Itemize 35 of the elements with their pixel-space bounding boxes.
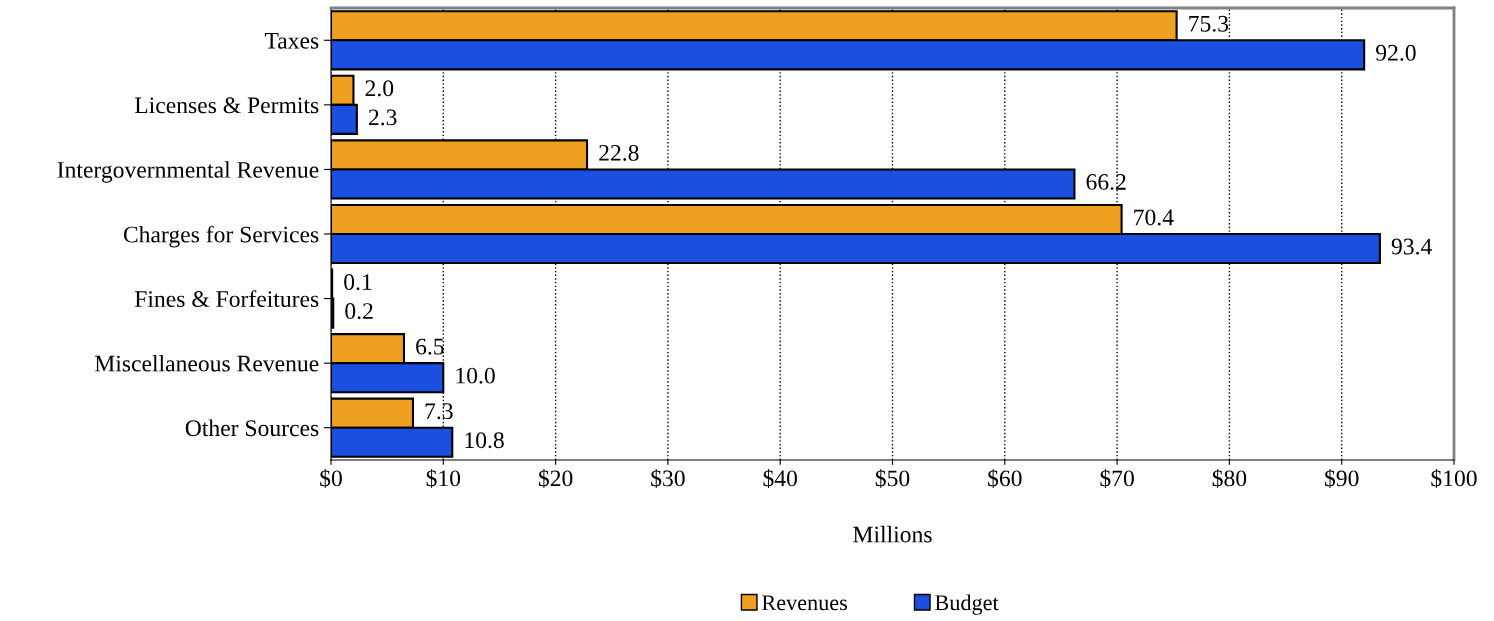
x-tick-label: $40 xyxy=(763,469,798,488)
data-label: 70.4 xyxy=(1134,209,1174,226)
x-axis-title: Millions xyxy=(853,525,932,543)
y-tick-label: Miscellaneous Revenue xyxy=(94,354,319,372)
y-tick-label: Intergovernmental Revenue xyxy=(57,161,319,183)
data-label: 66.2 xyxy=(1086,174,1126,190)
x-tick-label: $70 xyxy=(1100,469,1134,488)
data-label: 22.8 xyxy=(599,144,639,161)
legend-label: Revenues xyxy=(762,595,847,611)
data-label: 75.3 xyxy=(1189,15,1229,32)
data-label: 10.8 xyxy=(465,432,504,449)
y-tick-label: Charges for Services xyxy=(123,225,319,248)
y-tick-label: Licenses & Permits xyxy=(134,97,319,114)
x-tick-label: $80 xyxy=(1212,469,1247,488)
x-tick-label: $50 xyxy=(875,469,910,488)
x-tick-label: $100 xyxy=(1431,469,1477,488)
data-label: 0.1 xyxy=(344,274,372,291)
x-tick-label: $0 xyxy=(320,469,342,488)
data-label: 0.2 xyxy=(345,303,373,320)
legend-label: Budget xyxy=(935,594,999,615)
x-tick-label: $30 xyxy=(651,469,685,488)
data-label: 92.0 xyxy=(1376,44,1416,61)
x-tick-label: $20 xyxy=(538,469,573,488)
data-label: 2.3 xyxy=(368,109,397,126)
data-label: 10.0 xyxy=(456,367,495,384)
x-tick-label: $60 xyxy=(988,469,1022,488)
data-label: 7.3 xyxy=(425,403,453,420)
data-label: 2.0 xyxy=(365,80,394,97)
x-tick-label: $90 xyxy=(1325,469,1359,488)
data-label: 6.5 xyxy=(416,338,444,355)
y-tick-label: Other Sources xyxy=(185,419,319,437)
x-tick-label: $10 xyxy=(426,469,461,488)
y-tick-label: Taxes xyxy=(264,33,319,49)
y-tick-label: Fines & Forfeitures xyxy=(134,290,319,307)
data-label: 93.4 xyxy=(1391,238,1432,255)
